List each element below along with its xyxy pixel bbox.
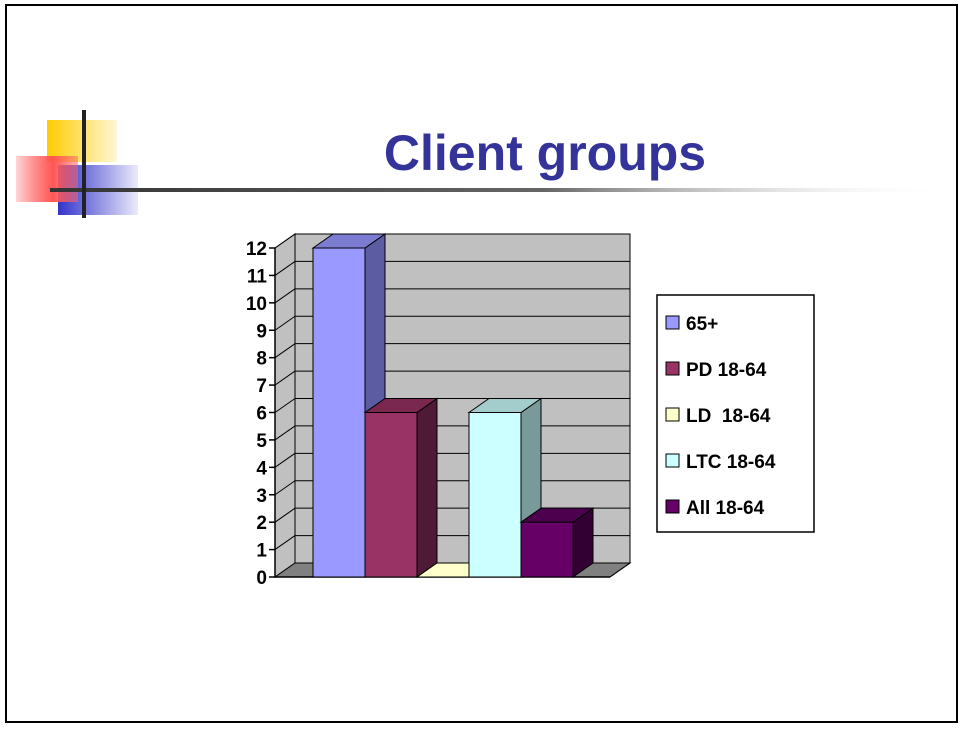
y-tick-label: 0 [256,568,267,589]
gridline-side [274,233,296,249]
gridline-side [274,480,296,496]
bar-all-18-64-top [519,507,595,523]
y-tick-label: 7 [256,376,267,397]
bar-pd-18-64-top [363,398,439,413]
bar-all-18-64-front [520,521,574,578]
legend-label: 65+ [686,314,718,335]
gridline-side [274,425,296,441]
y-tick-label: 2 [256,513,267,534]
gridline-side [274,343,296,359]
bar-pd-18-64 [363,397,439,578]
y-tick-label: 12 [246,239,267,260]
y-tick-label: 8 [256,349,267,370]
bar-pd-18-64-side [416,397,438,578]
y-tick-label: 11 [247,266,268,287]
bar-65-top [311,233,387,249]
bar-pd-18-64-front [364,412,418,578]
legend-swatch [665,453,680,468]
bar-ltc-18-64-front [468,412,522,578]
legend-label: PD 18-64 [686,360,767,381]
gridline-side [274,452,296,468]
legend-swatch [665,315,680,330]
legend-swatch [665,361,680,376]
y-tick-label: 1 [256,541,267,562]
decorative-logo-icon [16,110,950,218]
legend-label: LTC 18-64 [686,452,776,473]
y-tick-label: 5 [256,431,267,452]
bar-all-18-64 [519,507,595,578]
gridline-side [274,535,296,550]
y-tick-label: 10 [246,294,267,315]
legend [656,294,815,533]
gridline-side [274,288,296,304]
gridline-side [274,315,296,331]
bar-ltc-18-64-top [467,398,543,413]
legend-swatch [665,407,680,422]
y-tick-label: 3 [256,486,267,507]
legend-swatch [665,499,680,514]
legend-label: All 18-64 [686,498,765,519]
legend-label: LD 18-64 [686,406,771,427]
floor-edge [609,562,631,578]
y-tick-label: 9 [256,321,267,342]
gridline-side [274,370,296,386]
gridline-side [274,261,296,276]
gridline-side [274,398,296,413]
y-tick-label: 4 [256,458,267,479]
bar-65-front [312,247,366,578]
y-tick-label: 6 [256,404,267,425]
page-title: Client groups [383,125,707,181]
gridline-side [274,507,296,523]
